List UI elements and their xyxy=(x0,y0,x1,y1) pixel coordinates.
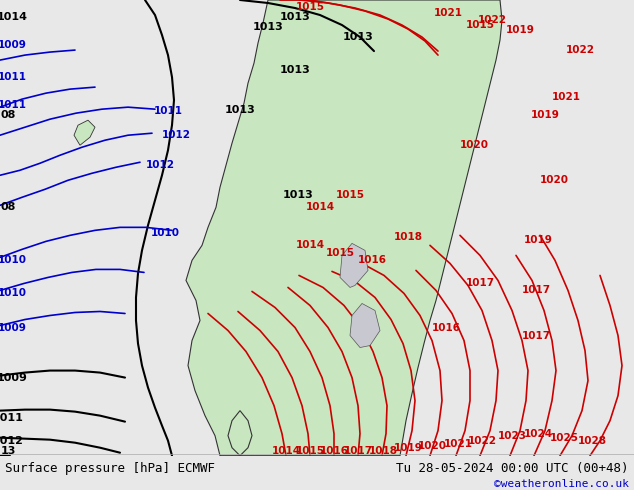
Text: 1013: 1013 xyxy=(280,65,311,75)
Text: Tu 28-05-2024 00:00 UTC (00+48): Tu 28-05-2024 00:00 UTC (00+48) xyxy=(396,462,629,475)
Text: 1016: 1016 xyxy=(432,322,460,333)
Text: 1014: 1014 xyxy=(295,241,325,250)
Text: 1020: 1020 xyxy=(418,441,446,451)
Text: 1020: 1020 xyxy=(540,175,569,185)
Text: 1010: 1010 xyxy=(150,228,179,238)
Text: 1012: 1012 xyxy=(145,160,174,170)
Text: 13: 13 xyxy=(0,446,16,456)
Text: 1019: 1019 xyxy=(505,25,534,35)
Text: 1015: 1015 xyxy=(335,190,365,200)
Polygon shape xyxy=(350,303,380,347)
Text: 08: 08 xyxy=(0,202,16,212)
Text: 1019: 1019 xyxy=(394,442,422,453)
Text: 1024: 1024 xyxy=(524,429,553,439)
Text: Surface pressure [hPa] ECMWF: Surface pressure [hPa] ECMWF xyxy=(5,462,215,475)
Text: 1011: 1011 xyxy=(153,106,183,116)
Text: 1022: 1022 xyxy=(566,45,595,55)
Text: 1015: 1015 xyxy=(325,248,354,258)
Text: 1017: 1017 xyxy=(521,331,550,341)
Text: 1010: 1010 xyxy=(0,255,27,266)
Text: 1018: 1018 xyxy=(394,232,422,243)
Text: 1017: 1017 xyxy=(344,446,373,456)
Text: 1016: 1016 xyxy=(320,446,349,456)
Text: 1020: 1020 xyxy=(460,140,489,150)
Text: 1011: 1011 xyxy=(0,72,27,82)
Text: 1019: 1019 xyxy=(531,110,559,120)
Text: 1013: 1013 xyxy=(283,190,313,200)
Text: 1014: 1014 xyxy=(0,12,27,22)
Text: 1012: 1012 xyxy=(0,436,23,446)
Text: 1015: 1015 xyxy=(295,446,325,456)
Polygon shape xyxy=(74,120,95,145)
Text: 1017: 1017 xyxy=(465,278,495,289)
Text: 1009: 1009 xyxy=(0,322,27,333)
Text: 1022: 1022 xyxy=(477,15,507,25)
Polygon shape xyxy=(340,244,368,288)
Polygon shape xyxy=(186,0,502,456)
Text: 1015: 1015 xyxy=(465,20,495,30)
Text: 1009: 1009 xyxy=(0,372,27,383)
Text: 1013: 1013 xyxy=(224,105,256,115)
Text: 08: 08 xyxy=(0,110,16,120)
Text: 1013: 1013 xyxy=(342,32,373,42)
Text: 1028: 1028 xyxy=(578,436,607,446)
Text: 1021: 1021 xyxy=(434,8,462,18)
Text: 1010: 1010 xyxy=(0,289,27,298)
Text: 1023: 1023 xyxy=(498,431,526,441)
Text: 1015: 1015 xyxy=(295,2,325,12)
Polygon shape xyxy=(355,336,400,456)
Polygon shape xyxy=(228,411,252,456)
Text: 1011: 1011 xyxy=(0,100,27,110)
Text: ©weatheronline.co.uk: ©weatheronline.co.uk xyxy=(494,479,629,489)
Text: 1017: 1017 xyxy=(521,286,550,295)
Text: 1025: 1025 xyxy=(550,433,578,442)
Text: 1014: 1014 xyxy=(271,446,301,456)
Text: 1016: 1016 xyxy=(358,255,387,266)
Text: 1014: 1014 xyxy=(306,202,335,212)
Text: 1019: 1019 xyxy=(524,235,552,245)
Text: 1021: 1021 xyxy=(444,439,472,449)
Text: 1012: 1012 xyxy=(162,130,190,140)
Text: 1013: 1013 xyxy=(280,12,311,22)
Text: 1022: 1022 xyxy=(467,436,496,446)
Text: 1013: 1013 xyxy=(252,22,283,32)
Text: 1021: 1021 xyxy=(552,92,581,102)
Text: 1018: 1018 xyxy=(368,446,398,456)
Text: 1009: 1009 xyxy=(0,40,27,50)
Text: 1011: 1011 xyxy=(0,413,23,423)
